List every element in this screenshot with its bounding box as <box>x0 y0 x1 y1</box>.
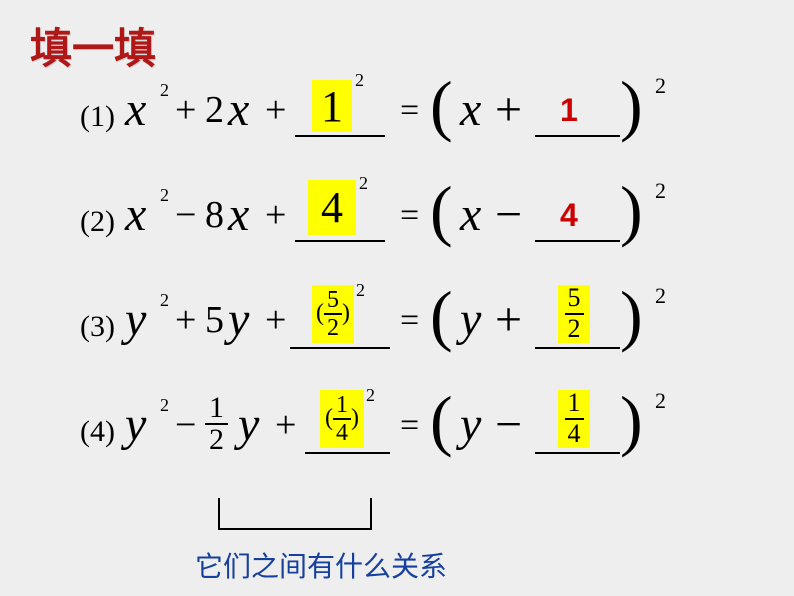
eq3-rhs-var: y <box>460 292 481 347</box>
eq1-rhs-var: x <box>460 82 481 137</box>
eq2-number: (2) <box>80 205 115 239</box>
eq1-blank1-exp: 2 <box>355 70 364 91</box>
eq2-rhs-var: x <box>460 187 481 242</box>
eq1-rhs-sign: + <box>495 82 522 137</box>
eq3-lhs-exp: 2 <box>160 290 169 311</box>
eq4-blank2 <box>535 452 620 454</box>
eq1-rhs-exp: 2 <box>655 73 666 99</box>
eq2-blank1 <box>295 240 385 242</box>
eq3-rparen: ) <box>620 276 643 355</box>
eq3-rhs-answer: 52 <box>558 285 590 343</box>
eq2-rhs-answer: 4 <box>560 197 578 234</box>
eq2-lparen: ( <box>430 171 453 250</box>
eq2-rhs-exp: 2 <box>655 178 666 204</box>
eq4-equals: = <box>400 407 419 445</box>
eq3-blank2 <box>535 347 620 349</box>
eq2-lhs-var: x <box>125 187 146 242</box>
eq2-lhs-exp: 2 <box>160 185 169 206</box>
eq1-sign1: + <box>175 88 196 132</box>
eq1-blank1 <box>295 135 385 137</box>
eq1-equals: = <box>400 92 419 130</box>
eq1-coef: 2 <box>205 88 224 132</box>
eq2-coef: 8 <box>205 193 224 237</box>
eq1-mid-var: x <box>228 82 249 137</box>
eq1-lhs-exp: 2 <box>160 80 169 101</box>
eq3-coef: 5 <box>205 298 224 342</box>
eq1-lparen: ( <box>430 66 453 145</box>
eq4-rhs-sign: − <box>495 397 522 452</box>
eq3-number: (3) <box>80 310 115 344</box>
equation-3: (3) y 2 + 5 y + (52) 2 = ( y + 52 ) 2 <box>80 280 740 385</box>
eq3-equals: = <box>400 302 419 340</box>
eq3-lparen: ( <box>430 276 453 355</box>
eq3-mid-var: y <box>228 292 249 347</box>
eq3-sign1: + <box>175 298 196 342</box>
eq1-rhs-answer: 1 <box>560 92 578 129</box>
eq3-blank1 <box>290 347 390 349</box>
eq3-blank1-value: (52) <box>312 285 354 343</box>
eq4-coef: 12 <box>205 393 228 455</box>
page-title: 填一填 <box>30 15 156 76</box>
eq2-mid-var: x <box>228 187 249 242</box>
eq3-rhs-sign: + <box>495 292 522 347</box>
eq2-equals: = <box>400 197 419 235</box>
eq3-rhs-exp: 2 <box>655 283 666 309</box>
eq4-lparen: ( <box>430 381 453 460</box>
eq4-mid-var: y <box>238 397 259 452</box>
eq4-rhs-var: y <box>460 397 481 452</box>
eq4-number: (4) <box>80 415 115 449</box>
eq1-rparen: ) <box>620 66 643 145</box>
eq4-rhs-exp: 2 <box>655 388 666 414</box>
eq4-sign1: − <box>175 403 196 447</box>
equation-4: (4) y 2 − 12 y + (14) 2 = ( y − 14 ) 2 <box>80 385 740 490</box>
eq3-plus: + <box>265 298 286 342</box>
eq4-blank1-value: (14) <box>320 390 364 448</box>
eq1-number: (1) <box>80 100 115 134</box>
eq2-sign1: − <box>175 193 196 237</box>
bracket-indicator <box>218 498 372 530</box>
eq4-blank1 <box>305 452 390 454</box>
equations-block: (1) x 2 + 2 x + 1 2 = ( x + 1 ) 2 (2) x … <box>80 70 740 490</box>
eq2-plus: + <box>265 193 286 237</box>
equation-2: (2) x 2 − 8 x + 4 2 = ( x − 4 ) 2 <box>80 175 740 280</box>
eq1-lhs-var: x <box>125 82 146 137</box>
eq3-lhs-var: y <box>125 292 146 347</box>
eq4-plus: + <box>275 403 296 447</box>
eq4-lhs-exp: 2 <box>160 395 169 416</box>
eq4-rhs-answer: 14 <box>558 390 590 448</box>
eq4-blank1-exp: 2 <box>366 385 375 406</box>
question-text: 它们之间有什么关系 <box>195 545 447 585</box>
eq1-blank1-value: 1 <box>312 80 352 132</box>
eq2-rhs-sign: − <box>495 187 522 242</box>
equation-1: (1) x 2 + 2 x + 1 2 = ( x + 1 ) 2 <box>80 70 740 175</box>
eq1-blank2 <box>535 135 620 137</box>
eq3-blank1-exp: 2 <box>356 280 365 301</box>
eq2-rparen: ) <box>620 171 643 250</box>
eq4-rparen: ) <box>620 381 643 460</box>
eq2-blank1-value: 4 <box>308 180 356 235</box>
eq1-plus: + <box>265 88 286 132</box>
eq4-lhs-var: y <box>125 397 146 452</box>
eq2-blank2 <box>535 240 620 242</box>
eq2-blank1-exp: 2 <box>359 173 368 194</box>
